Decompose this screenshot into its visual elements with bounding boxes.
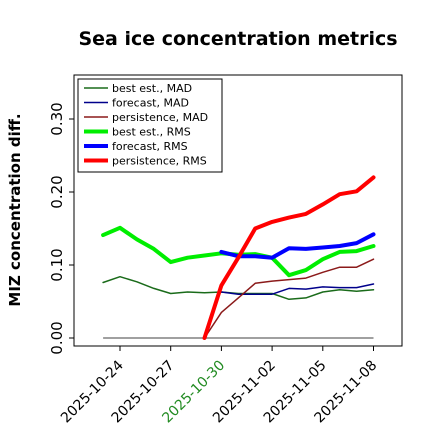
series-line-forecast-mad [220, 283, 375, 295]
legend-label: forecast, RMS [112, 140, 188, 153]
y-axis: 0.00 0.10 0.20 0.30 [48, 102, 74, 355]
legend-label: best est., RMS [112, 126, 191, 139]
series-line-persistence-rms [202, 175, 376, 340]
legend-label: best est., MAD [112, 82, 192, 95]
legend-label: persistence, MAD [112, 111, 208, 124]
y-tick-label: 0.30 [48, 102, 66, 135]
y-tick-label: 0.10 [48, 248, 66, 281]
plot-frame [73, 74, 403, 347]
x-axis: 2025-10-242025-10-272025-10-302025-11-02… [58, 346, 380, 426]
series-line-forecast-rms [219, 232, 376, 260]
series-layer [101, 175, 376, 340]
legend-label: forecast, MAD [112, 97, 189, 110]
legend-label: persistence, RMS [112, 155, 207, 168]
legend-box [77, 78, 223, 173]
chart-title: Sea ice concentration metrics [78, 28, 397, 50]
y-tick-label: 0.20 [48, 175, 66, 208]
series-line-persistence-mad [203, 258, 375, 339]
series-line-best-est-rms [101, 225, 376, 278]
y-axis-label: MIZ concentration diff. [6, 113, 24, 306]
y-tick-label: 0.00 [48, 321, 66, 354]
